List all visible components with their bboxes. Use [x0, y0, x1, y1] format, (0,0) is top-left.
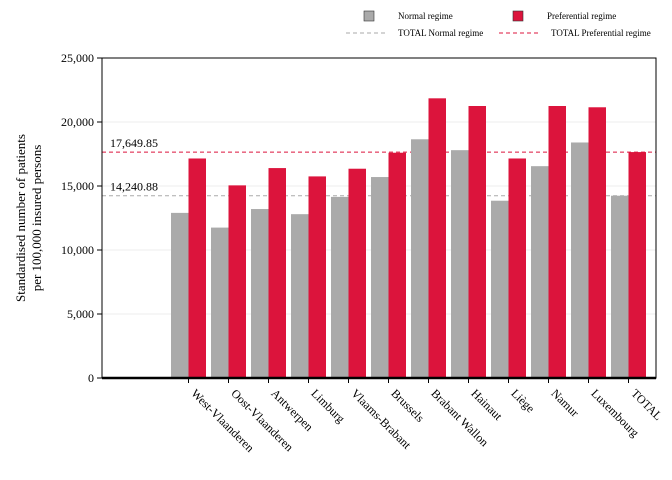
bars	[171, 98, 646, 378]
legend-label: Preferential regime	[547, 11, 616, 21]
legend-label: Normal regime	[398, 11, 453, 21]
bar-normal	[331, 196, 349, 378]
y-tick-label: 15,000	[61, 179, 94, 193]
y-axis-title-line: per 100,000 insured persons	[29, 145, 44, 292]
legend-label: TOTAL Preferential regime	[551, 28, 651, 38]
legend: Normal regime Preferential regime TOTAL No…	[346, 10, 651, 38]
bar-normal	[291, 214, 309, 378]
bar-normal	[371, 177, 389, 378]
y-tick-label: 0	[88, 371, 94, 385]
bar-preferential	[628, 152, 646, 378]
y-axis-title-line: Standardised number of patients	[13, 134, 28, 302]
x-tick-label: Namur	[548, 386, 581, 419]
x-tick-label: Hainaut	[468, 386, 505, 423]
bar-preferential	[468, 106, 486, 378]
x-tick-label: Limburg	[308, 386, 347, 425]
bar-normal	[531, 166, 549, 378]
reference-line-label: 14,240.88	[110, 180, 158, 194]
x-tick-label: Brussels	[388, 386, 427, 425]
bar-preferential	[548, 106, 566, 378]
bar-preferential	[508, 158, 526, 378]
bar-normal	[571, 142, 589, 378]
bar-normal	[251, 209, 269, 378]
bar-normal	[451, 150, 469, 378]
x-tick-label: Liège	[508, 386, 537, 415]
axes: 05,00010,00015,00020,00025,000West-Vlaan…	[61, 51, 665, 455]
bar-normal	[611, 195, 629, 378]
bar-preferential	[188, 158, 206, 378]
legend-swatch	[512, 10, 524, 22]
y-tick-label: 5,000	[67, 307, 94, 321]
bar-preferential	[588, 107, 606, 378]
bar-preferential	[388, 152, 406, 378]
bar-normal	[411, 139, 429, 378]
y-axis-title: Standardised number of patients per 100,0…	[13, 134, 44, 302]
y-tick-label: 10,000	[61, 243, 94, 257]
bar-preferential	[268, 168, 286, 378]
reference-line-label: 17,649.85	[110, 136, 158, 150]
bar-preferential	[308, 176, 326, 378]
bar-preferential	[228, 185, 246, 378]
bar-normal	[491, 200, 509, 378]
legend-swatch	[363, 10, 375, 22]
bar-preferential	[348, 168, 366, 378]
x-tick-label: TOTAL	[628, 386, 665, 423]
bar-normal	[211, 227, 229, 378]
bar-preferential	[428, 98, 446, 378]
legend-label: TOTAL Normal regime	[398, 28, 483, 38]
bar-normal	[171, 212, 189, 378]
y-tick-label: 25,000	[61, 51, 94, 65]
y-tick-label: 20,000	[61, 115, 94, 129]
